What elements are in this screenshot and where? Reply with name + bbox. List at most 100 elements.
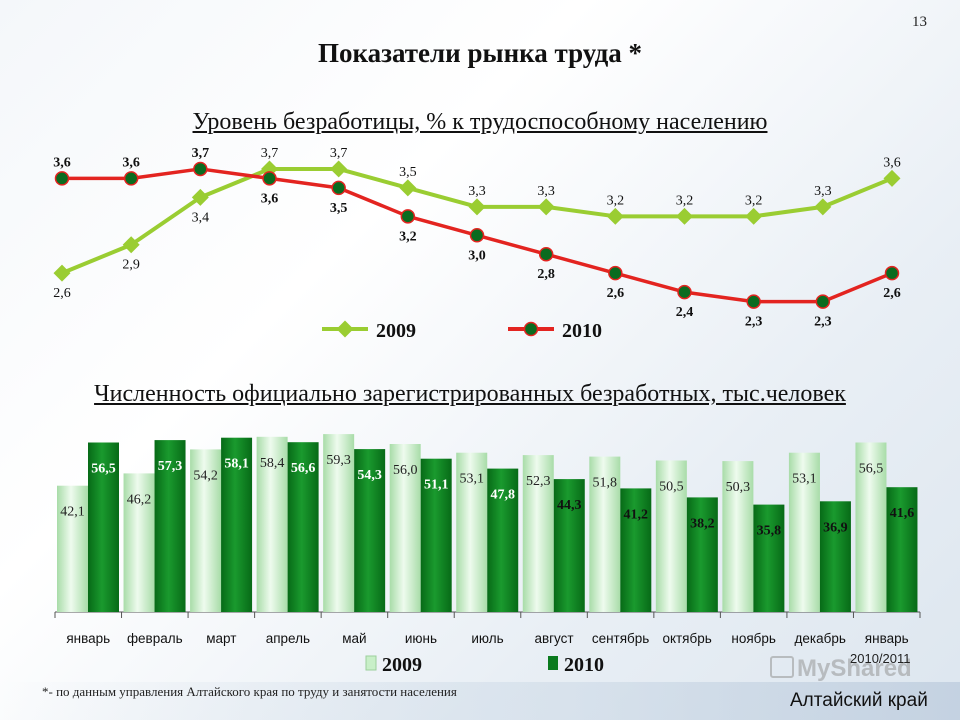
data-label-2010-6: 3,0	[468, 248, 486, 263]
data-label-2009-11: 3,3	[814, 184, 832, 199]
bar-2009-1	[123, 473, 155, 612]
point-2009-10	[745, 207, 763, 225]
registered-unemployed-bar-chart: 42,1 56,5 январь 46,2 57,3 февраль 54,2 58,1 мар…	[54, 434, 921, 676]
point-2010-12	[884, 265, 900, 281]
data-label-2009-8: 3,2	[607, 193, 625, 208]
watermark-text: MyShared	[797, 655, 912, 682]
data-label-2009-2: 3,4	[192, 210, 210, 225]
line-chart-title: Уровень безработицы, % к трудоспособному…	[192, 109, 768, 135]
point-2010-9	[677, 284, 692, 300]
bar-label-2009-8: 51,8	[593, 476, 618, 491]
legend-label-2009: 2009	[376, 320, 416, 342]
point-2009-8	[606, 207, 624, 225]
bar-label-2009-11: 53,1	[792, 472, 817, 487]
point-2009-0	[53, 264, 71, 282]
bar-2010-1	[154, 440, 186, 612]
bar-label-2009-1: 46,2	[127, 492, 152, 507]
bar-label-2010-7: 44,3	[557, 498, 582, 513]
x-tick-label-8: сентябрь	[592, 631, 649, 646]
bar-2009-3	[256, 436, 288, 612]
bar-label-2010-8: 41,2	[624, 507, 649, 522]
bar-2010-9	[686, 497, 718, 612]
x-tick-label-6: июль	[471, 631, 503, 646]
bar-label-2009-5: 56,0	[393, 463, 418, 478]
bar-label-2010-10: 35,8	[757, 524, 782, 539]
bar-label-2010-5: 51,1	[424, 478, 449, 493]
point-2010-10	[746, 294, 761, 309]
data-label-2009-5: 3,5	[399, 165, 417, 180]
data-label-2009-10: 3,2	[745, 193, 763, 208]
point-2009-1	[122, 236, 140, 254]
bar-2010-3	[287, 442, 319, 612]
bar-chart-title: Численность официально зарегистрированны…	[94, 381, 846, 407]
data-label-2010-0: 3,6	[53, 155, 71, 170]
page-number: 13	[912, 14, 927, 30]
point-2010-2	[193, 161, 208, 177]
bar-label-2010-3: 56,6	[291, 461, 316, 476]
x-tick-label-0: январь	[66, 631, 110, 646]
bar-2009-6	[456, 452, 488, 612]
x-tick-label-5: июнь	[405, 631, 437, 646]
point-2010-7	[538, 246, 554, 262]
legend-marker-2010	[523, 321, 539, 337]
bar-2009-10	[722, 461, 754, 612]
point-2009-9	[676, 207, 693, 225]
data-label-2009-9: 3,2	[676, 193, 694, 208]
footnote: *- по данным управления Алтайского края …	[42, 684, 457, 699]
point-2009-12	[883, 169, 901, 187]
bar-2009-0	[57, 485, 88, 612]
data-label-2009-4: 3,7	[330, 146, 348, 161]
bar-2010-11	[819, 501, 851, 612]
bar-2010-0	[88, 442, 119, 612]
bar-label-2010-11: 36,9	[823, 520, 848, 535]
bar-2009-2	[190, 449, 222, 612]
legend-swatch-2010	[548, 656, 558, 670]
point-2010-11	[815, 294, 831, 309]
x-tick-label-7: август	[534, 631, 573, 646]
bar-label-2010-2: 58,1	[224, 457, 249, 472]
x-tick-label-1: февраль	[127, 631, 183, 646]
point-2009-11	[814, 198, 832, 216]
period-label: 2010/2011	[850, 651, 911, 666]
data-label-2009-1: 2,9	[122, 258, 140, 273]
point-2010-3	[262, 171, 277, 186]
legend-marker-2009	[336, 320, 354, 338]
x-tick-label-12: январь	[865, 631, 909, 646]
bar-2009-5	[389, 444, 421, 612]
data-label-2010-8: 2,6	[607, 286, 625, 301]
data-label-2010-4: 3,5	[330, 201, 348, 216]
data-label-2010-11: 2,3	[814, 315, 832, 330]
point-2010-1	[123, 171, 139, 186]
bar-label-2009-9: 50,5	[659, 480, 684, 495]
bar-label-2010-9: 38,2	[690, 516, 715, 531]
data-label-2010-12: 2,6	[883, 286, 901, 301]
bar-label-2009-2: 54,2	[193, 468, 218, 483]
point-2010-0	[54, 171, 70, 186]
data-label-2010-5: 3,2	[399, 229, 417, 244]
bar-label-2010-12: 41,6	[890, 506, 915, 521]
bar-label-2010-0: 56,5	[91, 462, 116, 477]
bar-label-2009-12: 56,5	[859, 462, 884, 477]
bar-label-2009-6: 53,1	[459, 472, 484, 487]
bar-label-2009-0: 42,1	[60, 505, 85, 520]
point-2009-4	[330, 160, 348, 178]
watermark-icon	[770, 656, 794, 678]
x-tick-label-11: декабрь	[795, 631, 846, 646]
bar-2010-6	[487, 468, 519, 612]
x-tick-label-10: ноябрь	[731, 631, 776, 646]
data-label-2010-1: 3,6	[122, 155, 140, 170]
bar-label-2009-4: 59,3	[326, 453, 351, 468]
bar-label-2009-3: 58,4	[260, 456, 285, 471]
bar-2009-8	[589, 456, 621, 612]
region-label: Алтайский край	[790, 690, 928, 711]
point-2010-5	[400, 209, 416, 224]
data-label-2009-3: 3,7	[261, 146, 279, 161]
point-2010-4	[331, 180, 346, 196]
data-label-2010-3: 3,6	[261, 191, 279, 206]
bar-2009-12	[855, 442, 887, 612]
x-tick-label-9: октябрь	[662, 631, 711, 646]
point-2010-8	[608, 265, 623, 281]
data-label-2009-0: 2,6	[53, 286, 71, 301]
bar-2010-10	[753, 504, 785, 612]
